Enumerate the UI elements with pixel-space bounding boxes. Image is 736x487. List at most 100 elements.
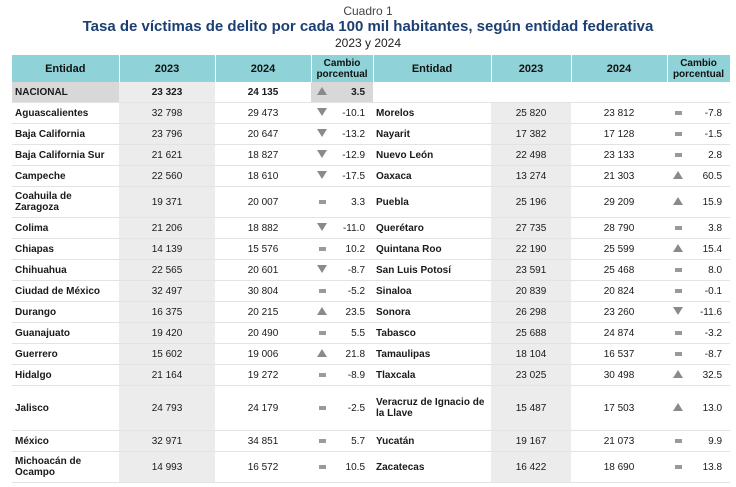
change-value: 8.0 [689, 259, 731, 281]
equal-icon [674, 152, 682, 157]
entity-name: Jalisco [12, 385, 119, 431]
change-icon-cell [667, 186, 690, 218]
equal-icon [674, 131, 682, 136]
entity-name: Yucatán [373, 430, 492, 452]
change-icon-cell [667, 451, 690, 483]
change-icon-cell [667, 343, 690, 365]
value-2024: 25 468 [571, 259, 668, 281]
value-2023: 13 274 [491, 165, 572, 187]
header-row: Entidad 2023 2024 Cambio porcentual Enti… [12, 55, 731, 82]
equal-icon [674, 464, 682, 469]
value-2023: 16 422 [491, 451, 572, 483]
change-value: 2.8 [689, 144, 731, 166]
change-value: -8.7 [689, 343, 731, 365]
change-icon-cell [311, 102, 333, 124]
change-value: 10.5 [333, 451, 374, 483]
change-value: 23.5 [333, 301, 374, 323]
value-2024: 18 827 [215, 144, 311, 166]
triangle-up-icon [673, 170, 684, 179]
entity-name: Nayarit [373, 123, 492, 145]
value-2024: 16 572 [215, 451, 311, 483]
equal-icon [674, 225, 682, 230]
equal-icon [674, 110, 682, 115]
triangle-down-icon [317, 149, 327, 158]
value-2023: 26 298 [491, 301, 572, 323]
national-row: NACIONAL 23 323 24 135 3.5 [12, 82, 731, 103]
change-icon-cell [311, 385, 333, 431]
change-icon-cell [311, 217, 333, 239]
entity-name: Chiapas [12, 238, 119, 260]
change-icon-cell [667, 301, 690, 323]
value-2024: 18 610 [215, 165, 311, 187]
change-icon-cell [311, 430, 333, 452]
equal-icon [318, 246, 326, 251]
triangle-up-icon [673, 196, 684, 205]
value-2023: 22 190 [491, 238, 572, 260]
equal-icon [674, 351, 682, 356]
change-value: -12.9 [333, 144, 374, 166]
value-2023: 21 164 [119, 364, 215, 386]
change-value: -17.5 [333, 165, 374, 187]
equal-icon [674, 438, 682, 443]
value-2024: 20 647 [215, 123, 311, 145]
value-2023: 25 820 [491, 102, 572, 124]
table-row: Guanajuato 19 420 20 490 5.5 Tabasco 25 688 24… [12, 322, 731, 344]
value-2024: 30 804 [215, 280, 311, 302]
value-2023: 23 591 [491, 259, 572, 281]
change-value: 5.7 [333, 430, 374, 452]
value-2024: 20 601 [215, 259, 311, 281]
change-value: 9.9 [689, 430, 731, 452]
entity-name: Puebla [373, 186, 492, 218]
value-2024: 25 599 [571, 238, 668, 260]
change-icon-cell [311, 82, 333, 103]
change-value: -1.5 [689, 123, 731, 145]
value-2023: 15 602 [119, 343, 215, 365]
change-icon-cell [667, 102, 690, 124]
value-2024: 23 133 [571, 144, 668, 166]
entity-name: Durango [12, 301, 119, 323]
value-2023: 27 735 [491, 217, 572, 239]
table-row: Hidalgo 21 164 19 272 -8.9 Tlaxcala 23 025 30 … [12, 364, 731, 386]
change-icon-cell [667, 385, 690, 431]
entity-name: Zacatecas [373, 451, 492, 483]
table-heading: Cuadro 1 Tasa de víctimas de delito por … [0, 0, 736, 50]
triangle-up-icon [317, 306, 327, 315]
equal-icon [318, 464, 326, 469]
triangle-up-icon [317, 86, 327, 95]
triangle-up-icon [673, 243, 684, 252]
change-value: 3.3 [333, 186, 374, 218]
change-value [689, 82, 731, 103]
equal-icon [318, 199, 326, 204]
table-row: Campeche 22 560 18 610 -17.5 Oaxaca 13 274 21 … [12, 165, 731, 187]
table-row: México 32 971 34 851 5.7 Yucatán 19 167 21 073… [12, 430, 731, 452]
col-entidad-left: Entidad [12, 55, 120, 82]
change-icon-cell [311, 451, 333, 483]
value-2024: 20 490 [215, 322, 311, 344]
entity-name: Quintana Roo [373, 238, 492, 260]
change-icon-cell [311, 238, 333, 260]
change-value: -8.7 [333, 259, 374, 281]
value-2024: 20 215 [215, 301, 311, 323]
value-2024: 18 882 [215, 217, 311, 239]
value-2023: 19 371 [119, 186, 215, 218]
entity-name: Guanajuato [12, 322, 119, 344]
value-2023: 15 487 [491, 385, 572, 431]
table-row: Durango 16 375 20 215 23.5 Sonora 26 298 23 26… [12, 301, 731, 323]
triangle-up-icon [673, 369, 684, 378]
triangle-up-icon [317, 348, 327, 357]
entity-name [373, 82, 492, 103]
change-value: -11.6 [689, 301, 731, 323]
table-row: Jalisco 24 793 24 179 -2.5 Veracruz de Ignac… [12, 385, 731, 431]
value-2023: 23 796 [119, 123, 215, 145]
value-2024: 20 007 [215, 186, 311, 218]
col-2024-left: 2024 [215, 55, 312, 82]
value-2024: 24 179 [215, 385, 311, 431]
entity-name: Sinaloa [373, 280, 492, 302]
value-2024: 17 128 [571, 123, 668, 145]
change-value: -7.8 [689, 102, 731, 124]
value-2023: 19 420 [119, 322, 215, 344]
triangle-down-icon [317, 170, 327, 179]
triangle-down-icon [317, 222, 327, 231]
change-value: 21.8 [333, 343, 374, 365]
change-icon-cell [311, 280, 333, 302]
